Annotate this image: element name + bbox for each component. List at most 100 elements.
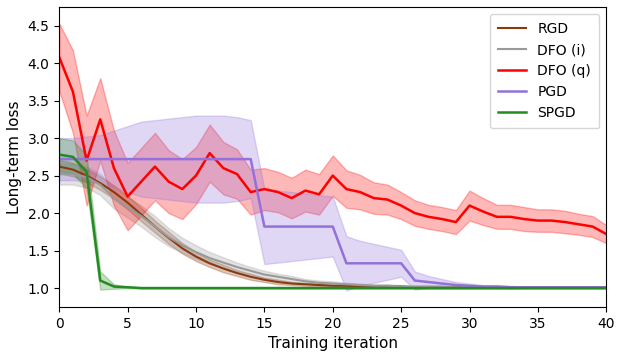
DFO (q) (397, 203, 405, 208)
DFO (q) (96, 117, 104, 121)
RGD (356, 284, 364, 289)
DFO (i) (452, 285, 460, 289)
RGD (589, 285, 596, 289)
PGD (589, 285, 596, 289)
RGD (603, 285, 610, 289)
DFO (i) (206, 256, 213, 260)
DFO (i) (370, 284, 378, 288)
DFO (q) (356, 190, 364, 194)
DFO (i) (521, 285, 528, 289)
PGD (261, 224, 268, 229)
SPGD (261, 286, 268, 290)
RGD (55, 164, 63, 169)
PGD (165, 157, 172, 161)
DFO (q) (425, 215, 432, 219)
PGD (603, 285, 610, 289)
PGD (192, 157, 200, 161)
DFO (q) (411, 211, 419, 215)
DFO (i) (411, 284, 419, 289)
PGD (521, 285, 528, 289)
PGD (466, 284, 473, 288)
SPGD (575, 286, 583, 290)
Line: RGD: RGD (59, 166, 606, 287)
DFO (i) (137, 214, 145, 218)
RGD (493, 285, 501, 289)
DFO (i) (343, 282, 350, 286)
PGD (274, 224, 282, 229)
PGD (548, 285, 555, 289)
PGD (83, 157, 90, 161)
DFO (q) (466, 203, 473, 208)
DFO (i) (548, 285, 555, 289)
DFO (q) (603, 232, 610, 236)
SPGD (233, 286, 241, 290)
RGD (315, 283, 323, 287)
Line: SPGD: SPGD (59, 155, 606, 288)
DFO (q) (206, 151, 213, 155)
DFO (q) (110, 166, 118, 170)
SPGD (206, 286, 213, 290)
DFO (i) (534, 285, 542, 289)
RGD (370, 284, 378, 289)
RGD (411, 285, 419, 289)
SPGD (329, 286, 337, 290)
PGD (96, 157, 104, 161)
RGD (329, 284, 337, 288)
PGD (425, 280, 432, 284)
DFO (i) (179, 243, 186, 247)
PGD (397, 261, 405, 265)
SPGD (302, 286, 309, 290)
DFO (q) (534, 218, 542, 223)
SPGD (425, 286, 432, 290)
SPGD (356, 286, 364, 290)
DFO (q) (452, 220, 460, 224)
DFO (q) (589, 224, 596, 229)
RGD (83, 174, 90, 178)
SPGD (274, 286, 282, 290)
RGD (110, 190, 118, 194)
PGD (329, 224, 337, 229)
DFO (i) (192, 250, 200, 254)
PGD (480, 284, 487, 289)
SPGD (288, 286, 295, 290)
DFO (i) (274, 275, 282, 279)
PGD (575, 285, 583, 289)
RGD (302, 282, 309, 286)
DFO (q) (137, 179, 145, 184)
SPGD (315, 286, 323, 290)
DFO (i) (384, 284, 391, 288)
DFO (i) (96, 183, 104, 187)
DFO (q) (548, 218, 555, 223)
PGD (507, 285, 514, 289)
DFO (i) (466, 285, 473, 289)
DFO (q) (220, 166, 227, 170)
DFO (q) (151, 164, 159, 169)
PGD (55, 157, 63, 161)
RGD (343, 284, 350, 288)
SPGD (480, 286, 487, 290)
RGD (274, 280, 282, 284)
DFO (i) (397, 284, 405, 289)
PGD (137, 157, 145, 161)
Line: PGD: PGD (59, 159, 606, 287)
DFO (q) (439, 217, 446, 221)
PGD (452, 283, 460, 287)
SPGD (370, 286, 378, 290)
DFO (q) (288, 196, 295, 200)
SPGD (397, 286, 405, 290)
DFO (i) (425, 284, 432, 289)
DFO (i) (315, 281, 323, 285)
SPGD (124, 285, 131, 289)
RGD (548, 285, 555, 289)
RGD (247, 275, 254, 279)
DFO (q) (83, 159, 90, 163)
SPGD (521, 286, 528, 290)
DFO (i) (165, 235, 172, 239)
DFO (i) (247, 268, 254, 273)
DFO (i) (233, 265, 241, 269)
DFO (i) (562, 285, 569, 289)
SPGD (55, 153, 63, 157)
SPGD (507, 286, 514, 290)
DFO (q) (384, 198, 391, 202)
RGD (575, 285, 583, 289)
